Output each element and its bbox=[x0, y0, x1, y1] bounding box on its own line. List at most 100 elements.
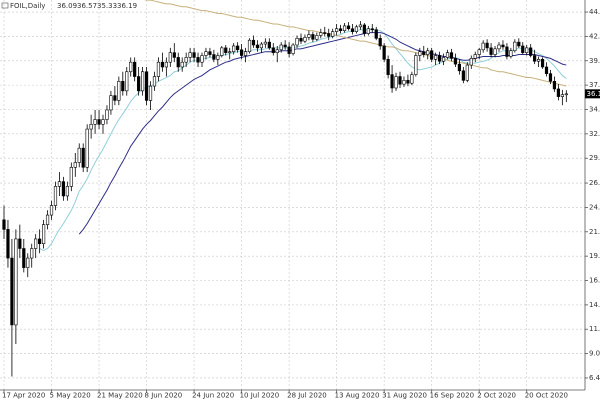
candle-body bbox=[362, 24, 366, 34]
candle-body bbox=[335, 28, 339, 32]
candle-body bbox=[220, 47, 224, 56]
candle-body bbox=[398, 76, 402, 85]
candle-body bbox=[34, 238, 38, 249]
candle-body bbox=[350, 28, 355, 32]
candle-body bbox=[109, 95, 113, 111]
high-value: 36.57 bbox=[77, 2, 97, 10]
candle-body bbox=[517, 41, 521, 47]
candle-body bbox=[117, 81, 121, 101]
candle-body bbox=[156, 61, 161, 77]
candle-body bbox=[41, 224, 46, 245]
candle-body bbox=[279, 44, 283, 51]
candle-body bbox=[97, 119, 101, 125]
candle-body bbox=[354, 26, 359, 32]
candle-body bbox=[481, 42, 485, 51]
candle-body bbox=[382, 45, 386, 60]
symbol: FOIL,Daily bbox=[10, 2, 45, 10]
candle-body bbox=[548, 73, 553, 82]
candle-body bbox=[513, 41, 517, 52]
candle-body bbox=[208, 51, 212, 55]
y-tick-label: 6.45 bbox=[589, 374, 600, 382]
candle-body bbox=[133, 61, 137, 77]
y-tick-label: 39.65 bbox=[589, 57, 600, 65]
candle-body bbox=[30, 248, 34, 259]
candle-body bbox=[449, 52, 454, 59]
price-label-box bbox=[585, 89, 600, 99]
candle-body bbox=[26, 257, 30, 268]
y-tick-label: 32.00 bbox=[589, 130, 600, 138]
candle-body bbox=[49, 205, 54, 216]
candle-body bbox=[295, 38, 299, 46]
candle-body bbox=[200, 55, 204, 63]
candle-body bbox=[196, 57, 200, 63]
candle-body bbox=[525, 47, 529, 53]
y-tick-label: 14.10 bbox=[589, 301, 600, 309]
candle-body bbox=[533, 55, 537, 62]
candle-body bbox=[430, 50, 434, 60]
candle-body bbox=[374, 29, 378, 39]
candle-body bbox=[540, 59, 545, 68]
candle-body bbox=[255, 44, 260, 49]
candle-body bbox=[338, 28, 343, 31]
candle-body bbox=[267, 41, 271, 49]
candle-body bbox=[445, 52, 450, 58]
y-tick-label: 16.65 bbox=[589, 277, 600, 285]
x-tick-label: 13 Aug 2020 bbox=[335, 392, 380, 400]
candle-body bbox=[228, 51, 232, 53]
candle-body bbox=[168, 52, 172, 63]
moving-average-line bbox=[144, 0, 567, 87]
candle-body bbox=[141, 71, 145, 92]
candle-body bbox=[497, 44, 501, 50]
candle-body bbox=[236, 45, 240, 51]
candle-body bbox=[564, 93, 568, 96]
header-icon bbox=[1, 2, 9, 9]
candle-body bbox=[216, 55, 220, 60]
x-tick-label: 20 Oct 2020 bbox=[525, 392, 568, 400]
candle-body bbox=[473, 54, 477, 59]
candle-body bbox=[57, 181, 62, 187]
candle-body bbox=[327, 33, 331, 37]
x-tick-label: 21 May 2020 bbox=[97, 392, 143, 400]
candle-body bbox=[164, 61, 168, 68]
candle-body bbox=[18, 238, 22, 249]
candle-body bbox=[224, 47, 228, 53]
x-tick-label: 24 Jun 2020 bbox=[192, 392, 234, 400]
candle-body bbox=[418, 51, 422, 56]
candle-body bbox=[184, 57, 188, 63]
candle-body bbox=[489, 47, 493, 55]
candle-body bbox=[275, 49, 279, 53]
y-tick-label: 44.75 bbox=[589, 8, 600, 16]
candle-body bbox=[402, 80, 406, 85]
candle-body bbox=[180, 61, 184, 68]
candle-body bbox=[65, 186, 69, 197]
candle-body bbox=[544, 66, 549, 74]
candle-body bbox=[121, 81, 125, 92]
moving-average-line bbox=[78, 32, 567, 235]
candle-body bbox=[129, 61, 133, 73]
candle-body bbox=[287, 46, 291, 54]
x-tick-label: 16 Sep 2020 bbox=[430, 392, 474, 400]
y-tick-label: 24.30 bbox=[589, 203, 600, 211]
candle-body bbox=[172, 52, 176, 58]
y-tick-label: 9.00 bbox=[589, 350, 600, 358]
candle-body bbox=[311, 34, 315, 40]
y-tick-label: 11.55 bbox=[589, 325, 600, 333]
candle-body bbox=[342, 25, 347, 31]
y-tick-label: 42.20 bbox=[589, 32, 600, 40]
candle-body bbox=[22, 248, 26, 268]
candle-body bbox=[378, 38, 382, 47]
candle-body bbox=[323, 32, 327, 34]
x-tick-label: 5 May 2020 bbox=[50, 392, 91, 400]
candle-body bbox=[137, 76, 141, 92]
candle-body bbox=[358, 24, 363, 28]
candle-body bbox=[485, 42, 489, 49]
candle-body bbox=[469, 58, 473, 66]
y-tick-label: 34.55 bbox=[589, 105, 600, 113]
candle-body bbox=[303, 37, 307, 42]
candle-body bbox=[366, 28, 370, 34]
x-tick-label: 2 Oct 2020 bbox=[477, 392, 516, 400]
candle-body bbox=[232, 45, 236, 52]
candle-body bbox=[81, 147, 85, 168]
